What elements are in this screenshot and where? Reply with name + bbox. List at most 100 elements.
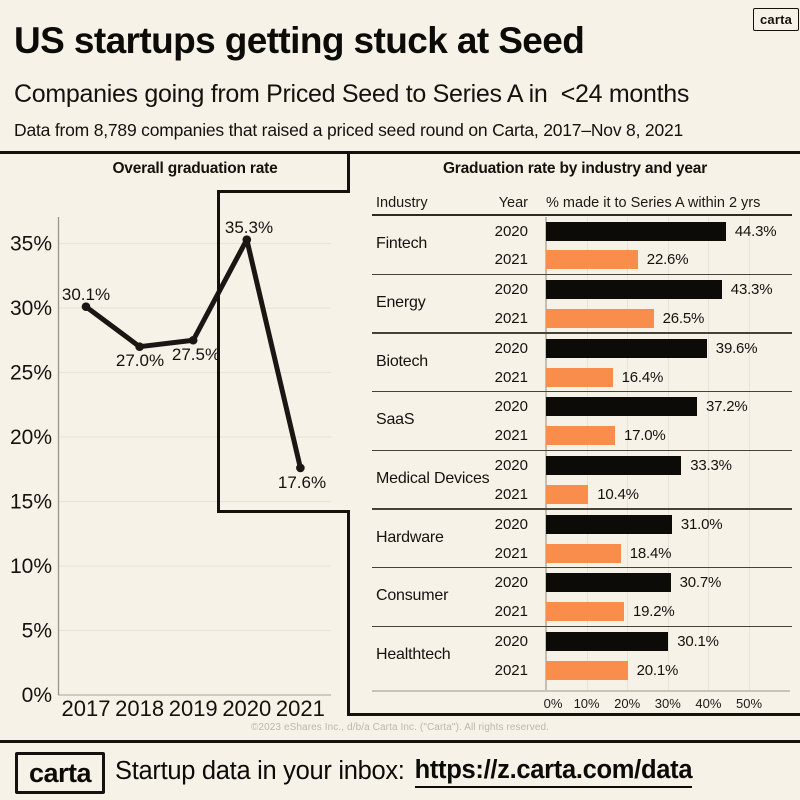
bar-2020	[546, 338, 707, 358]
point-value-label: 35.3%	[225, 218, 273, 237]
x-tick-label: 2017	[62, 696, 111, 721]
cta-row: Startup data in your inbox: https://z.ca…	[115, 743, 693, 800]
industry-label: Medical Devices	[376, 469, 490, 487]
bar-2020	[546, 456, 682, 476]
industry-label: Hardware	[376, 528, 444, 546]
column-header-year: Year	[498, 195, 528, 211]
bar-2020	[546, 280, 722, 300]
year-label: 2020	[494, 633, 528, 650]
data-point	[242, 235, 252, 244]
bar-value-label: 10.4%	[597, 485, 639, 503]
bar-2020	[546, 221, 726, 241]
y-tick-label: 20%	[10, 426, 52, 449]
industry-separator	[372, 566, 792, 569]
line-chart-title: Overall graduation rate	[112, 160, 278, 177]
copyright-text: ©2023 eShares Inc., d/b/a Carta Inc. ("C…	[250, 722, 550, 733]
table-header-underline	[372, 214, 792, 216]
bar-value-label: 19.2%	[633, 603, 675, 621]
bar-chart-title: Graduation rate by industry and year	[442, 160, 708, 177]
data-point	[296, 463, 305, 473]
x-tick-label: 2021	[276, 696, 325, 721]
data-point	[81, 302, 91, 312]
year-label: 2020	[494, 339, 528, 357]
industry-separator	[372, 390, 792, 393]
panel-divider-lower	[347, 510, 350, 716]
bar-x-tick-label: 30%	[654, 696, 681, 711]
bar-2020	[546, 573, 671, 593]
cta-link[interactable]: https://z.carta.com/data	[414, 756, 693, 788]
industry-label: Biotech	[376, 352, 428, 370]
bar-2020	[546, 397, 697, 417]
bar-2020	[546, 514, 672, 534]
bar-x-tick-label: 40%	[695, 696, 722, 711]
column-header-industry: Industry	[376, 195, 428, 211]
bar-2020	[546, 632, 669, 651]
point-value-label: 27.5%	[172, 345, 220, 364]
year-label: 2020	[494, 515, 528, 533]
bar-2021	[546, 308, 654, 328]
y-tick-label: 25%	[10, 362, 52, 385]
carta-logo-badge: carta	[753, 8, 799, 31]
bar-value-label: 18.4%	[629, 544, 672, 562]
year-label: 2020	[494, 398, 528, 416]
bar-gridline	[586, 217, 588, 690]
point-value-label: 27.0%	[116, 351, 164, 370]
industry-separator	[372, 332, 792, 334]
data-point	[188, 335, 198, 345]
y-tick-label: 30%	[10, 297, 52, 320]
bar-value-label: 30.7%	[679, 574, 722, 592]
bar-2021	[546, 660, 628, 680]
header-divider-line	[0, 151, 800, 154]
x-tick-label: 2019	[169, 696, 218, 721]
industry-separator	[372, 449, 792, 452]
table-bottom-baseline	[372, 690, 790, 692]
data-point	[135, 342, 144, 352]
bar-value-label: 16.4%	[621, 368, 664, 386]
bar-value-label: 17.0%	[624, 427, 666, 445]
bar-value-label: 22.6%	[646, 251, 689, 269]
bar-value-label: 26.5%	[662, 309, 705, 327]
page-title: US startups getting stuck at Seed	[14, 20, 585, 61]
industry-separator	[372, 508, 792, 510]
year-label: 2021	[494, 368, 528, 386]
highlight-notch-bottom	[217, 510, 350, 513]
industry-label: SaaS	[376, 411, 415, 429]
x-tick-label: 2018	[115, 696, 164, 721]
y-tick-label: 0%	[22, 684, 52, 707]
year-label: 2021	[494, 485, 528, 503]
highlight-notch-top	[217, 190, 350, 193]
bar-x-tick-label: 20%	[614, 696, 641, 711]
y-tick-label: 35%	[10, 233, 52, 256]
point-value-label: 30.1%	[62, 285, 110, 304]
bar-gridline	[708, 217, 710, 690]
y-tick-label: 15%	[10, 491, 52, 514]
panel-divider-upper	[347, 151, 350, 193]
x-tick-label: 2020	[222, 696, 271, 721]
industry-label: Consumer	[376, 587, 449, 605]
bar-2021	[546, 426, 615, 446]
bar-value-label: 20.1%	[636, 661, 679, 679]
year-label: 2021	[494, 661, 528, 679]
bar-value-label: 37.2%	[706, 398, 748, 416]
industry-label: Energy	[376, 293, 426, 311]
cta-text: Startup data in your inbox:	[115, 757, 405, 785]
year-label: 2020	[494, 222, 528, 240]
industry-label: Healthtech	[376, 645, 451, 663]
footer-divider-line	[0, 740, 800, 743]
bar-value-label: 43.3%	[730, 281, 773, 299]
bar-panel-bottom-line	[347, 713, 800, 716]
bar-gridline	[667, 217, 669, 690]
year-label: 2020	[494, 457, 528, 475]
page-subtitle: Companies going from Priced Seed to Seri…	[14, 80, 690, 108]
bar-value-label: 44.3%	[734, 222, 777, 240]
bar-2021	[546, 602, 624, 622]
year-label: 2021	[494, 251, 528, 269]
industry-separator	[372, 625, 792, 627]
bar-value-label: 30.1%	[677, 633, 719, 650]
carta-logo: carta	[15, 752, 105, 794]
point-value-label: 17.6%	[278, 473, 326, 492]
bar-gridline	[749, 217, 750, 690]
bar-2021	[546, 250, 638, 270]
